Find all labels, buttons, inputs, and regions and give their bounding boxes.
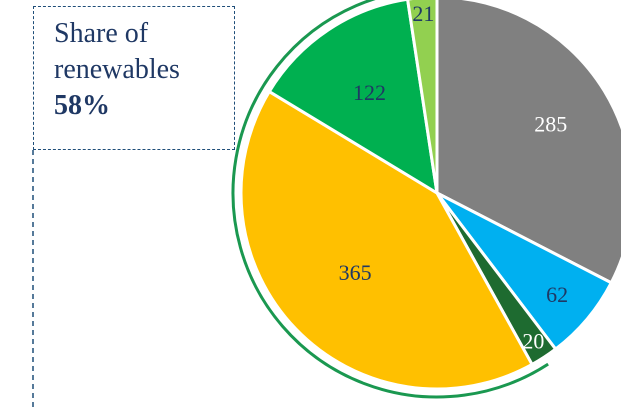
- pie-slice-4: [267, 0, 439, 196]
- pie-slices: [239, 0, 621, 391]
- pie-data-label-3: 365: [339, 260, 372, 285]
- renewables-callout-text: Share of renewables 58%: [54, 16, 180, 124]
- pie-slice-3: [239, 89, 535, 391]
- renewables-share-value: 58%: [54, 90, 110, 121]
- callout-line-1: Share of: [54, 18, 149, 49]
- pie-slice-0: [435, 0, 621, 285]
- pie-slice-5: [406, 0, 439, 194]
- renewables-arc: [231, 0, 549, 399]
- pie-data-label-0: 285: [534, 112, 567, 137]
- pie-data-label-1: 62: [546, 282, 568, 307]
- renewables-callout: [33, 6, 235, 150]
- pie-data-label-5: 21: [412, 1, 434, 26]
- pie-data-label-2: 20: [522, 329, 544, 354]
- callout-line-2: renewables: [54, 54, 180, 85]
- pie-data-label-4: 122: [353, 80, 386, 105]
